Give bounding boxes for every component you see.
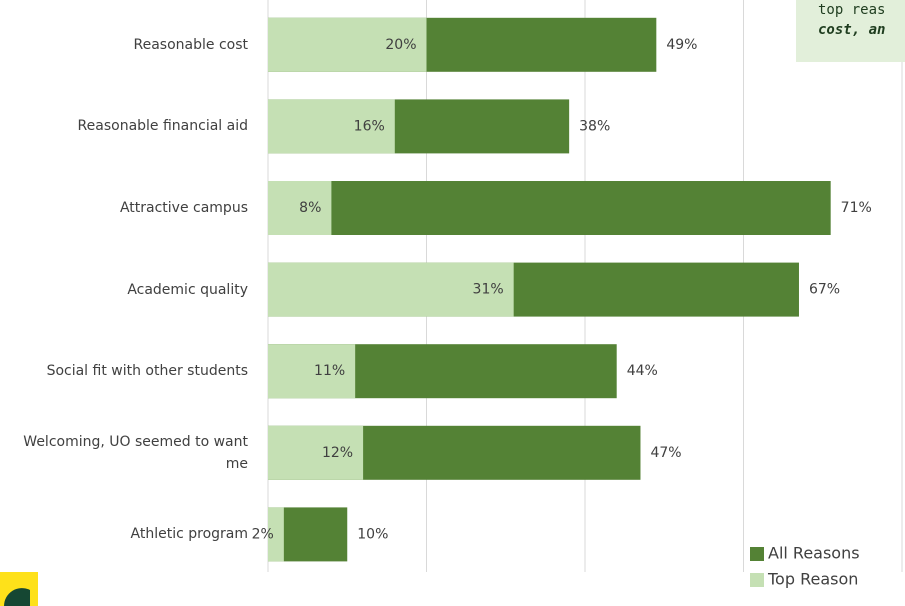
value-label: 20% <box>385 37 416 53</box>
legend-swatch <box>750 547 764 561</box>
bar <box>268 262 514 317</box>
value-label: 49% <box>666 37 697 53</box>
category-label: Reasonable cost <box>133 36 249 53</box>
value-label: 71% <box>841 200 872 216</box>
value-label: 12% <box>322 445 353 461</box>
category-label: Reasonable financial aid <box>77 118 248 135</box>
legend-label: Top Reason <box>767 570 858 589</box>
category-label: Welcoming, UO seemed to want me <box>23 433 248 472</box>
bar <box>268 344 356 399</box>
bar <box>268 181 332 235</box>
logo-mark <box>4 588 30 606</box>
annotation: top reas <box>818 2 886 18</box>
value-label: 11% <box>314 363 345 379</box>
value-label: 2% <box>252 526 274 542</box>
value-label: 47% <box>650 445 681 461</box>
annotation-box: top reas cost, an <box>796 0 905 62</box>
category-label: Athletic program <box>130 526 248 543</box>
legend-label: All Reasons <box>768 544 860 563</box>
value-label: 31% <box>473 282 504 298</box>
bar <box>268 507 284 562</box>
annotation: cost, an <box>818 22 886 38</box>
bar <box>268 181 831 235</box>
value-label: 10% <box>357 526 388 542</box>
bar <box>268 17 427 72</box>
bar <box>268 425 364 480</box>
value-label: 8% <box>299 200 321 216</box>
legend-swatch <box>750 573 764 587</box>
category-label: Social fit with other students <box>46 363 248 380</box>
value-label: 44% <box>627 363 658 379</box>
category-label: Attractive campus <box>119 200 248 216</box>
value-label: 67% <box>809 282 840 298</box>
bar <box>268 99 395 154</box>
value-label: 16% <box>354 118 385 134</box>
value-label: 38% <box>579 118 610 134</box>
category-label: Academic quality <box>127 281 248 298</box>
